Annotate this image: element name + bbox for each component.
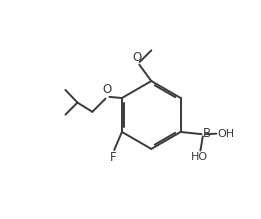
Text: HO: HO: [191, 152, 208, 162]
Text: O: O: [132, 51, 141, 64]
Text: O: O: [103, 83, 112, 96]
Text: OH: OH: [217, 129, 234, 139]
Text: B: B: [202, 127, 211, 140]
Text: F: F: [110, 151, 117, 164]
